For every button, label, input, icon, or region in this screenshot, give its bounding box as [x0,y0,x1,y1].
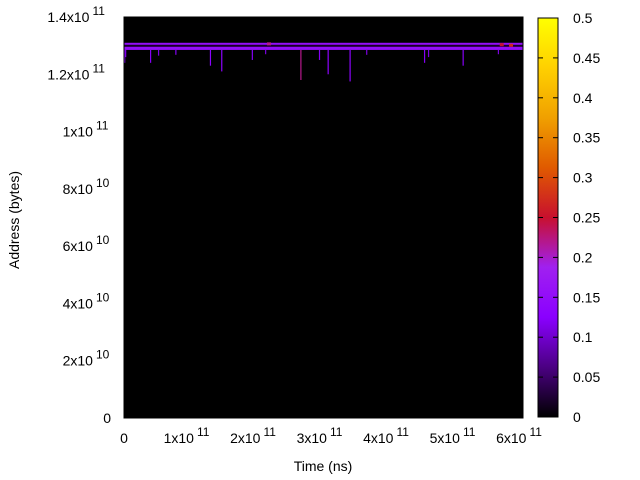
colorbar-tick-label: 0.15 [573,289,600,305]
y-tick-label: 1.4x10 11 [47,4,105,25]
y-tick-label: 6x10 10 [63,233,110,254]
x-tick-label: 4x10 11 [363,425,409,446]
colorbar-tick-label: 0.45 [573,50,600,66]
colorbar-tick-label: 0.1 [573,329,593,345]
y-tick-label: 0 [103,410,111,426]
colorbar: 0 0.05 0.1 0.15 0.2 0.25 0.3 0.35 0.4 0.45 0.5 [537,10,600,425]
heatmap-background [124,17,523,418]
x-tick-label: 3x10 11 [297,425,343,446]
colorbar-tick-label: 0.2 [573,249,593,265]
x-tick-label: 1x10 11 [164,425,210,446]
x-tick-label: 2x10 11 [230,425,276,446]
colorbar-tick-label: 0.35 [573,130,600,146]
colorbar-tick-label: 0.4 [573,90,593,106]
heatmap-band-dark-strip [124,44,523,47]
colorbar-tick-label: 0.5 [573,10,593,26]
y-tick-label: 8x10 10 [63,176,110,197]
y-axis-label: Address (bytes) [6,171,22,269]
y-tick-label: 1x10 11 [63,119,109,140]
y-tick-label: 4x10 10 [63,290,110,311]
y-tick-label: 2x10 10 [63,348,110,369]
y-axis: 0 2x10 10 4x10 10 6x10 10 8x10 10 1x10 11 1.2x10 11 1… [47,4,523,426]
colorbar-tick-label: 0.3 [573,170,593,186]
colorbar-tick-label: 0.05 [573,369,600,385]
x-tick-label: 0 [120,430,128,446]
x-tick-label: 6x10 11 [496,425,542,446]
plot-area [123,16,524,419]
colorbar-tick-label: 0.25 [573,210,600,226]
x-axis-label: Time (ns) [294,458,353,474]
heatmap-hot-spot [509,43,514,47]
colorbar-tick-label: 0 [573,409,581,425]
heatmap-hot-spot [266,42,271,46]
y-tick-label: 1.2x10 11 [47,61,105,82]
x-tick-label: 5x10 11 [430,425,476,446]
heatmap-hot-spot [499,43,504,47]
x-axis: 0 1x10 11 2x10 11 3x10 11 4x10 11 5x10 11 6x10 11 [120,17,542,446]
